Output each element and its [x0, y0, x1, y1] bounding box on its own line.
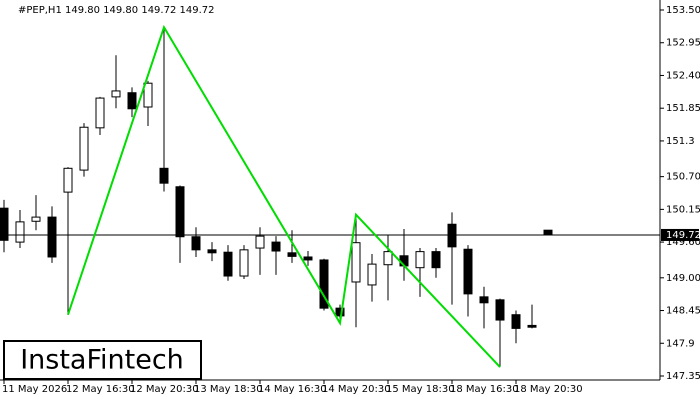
candle-body: [79, 126, 89, 171]
candle-body: [511, 314, 521, 329]
current-price-box: [661, 228, 699, 241]
candle-body: [239, 249, 249, 277]
candle-body: [383, 251, 393, 266]
candle-body: [15, 221, 25, 243]
y-tick-label: 149.00: [666, 273, 700, 284]
x-tick-label: 11 May 2026: [2, 384, 67, 395]
y-tick-label: 147.35: [666, 371, 700, 382]
x-tick-label: 12 May 20:30: [130, 384, 199, 395]
x-tick-label: 14 May 20:30: [322, 384, 391, 395]
candle-body: [543, 229, 553, 236]
pattern-line: [67, 24, 501, 368]
y-tick-label: 150.15: [666, 204, 700, 215]
y-tick-label: 153.50: [666, 5, 700, 16]
candle-body: [175, 186, 185, 238]
brand: InstaFintech: [20, 345, 184, 376]
candle-body: [111, 90, 121, 98]
y-tick-label: 151.85: [666, 103, 700, 114]
candle-body: [95, 97, 105, 129]
candle-body: [159, 167, 169, 184]
candle-body: [303, 256, 313, 261]
current-price-label: 149.72: [666, 230, 700, 241]
chart-title: #PEP,H1 149.80 149.80 149.72 149.72: [18, 5, 215, 16]
candle-body: [31, 216, 41, 222]
candle-body: [479, 296, 489, 304]
candle-body: [271, 241, 281, 252]
candle-body: [255, 235, 265, 249]
candle-body: [63, 167, 73, 193]
y-tick-label: 147.9: [666, 338, 695, 349]
y-tick-label: 148.45: [666, 306, 700, 317]
x-tick-label: 12 May 16:30: [66, 384, 135, 395]
candle-body: [351, 242, 361, 283]
candle-body: [223, 251, 233, 277]
x-tick-label: 18 May 16:30: [450, 384, 519, 395]
brand-box: [3, 340, 202, 380]
candle-body: [319, 259, 329, 309]
y-tick-label: 150.70: [666, 172, 700, 183]
candle-body: [447, 223, 457, 248]
candle-body: [335, 307, 345, 317]
candle-body: [495, 299, 505, 321]
candle-body: [415, 251, 425, 269]
y-tick-label: 152.40: [666, 70, 700, 81]
candle-body: [463, 248, 473, 295]
candle-body: [287, 252, 297, 257]
candle-body: [47, 216, 57, 258]
candle-body: [207, 249, 217, 254]
x-tick-label: 18 May 20:30: [514, 384, 583, 395]
candle-body: [127, 92, 137, 110]
candle-body: [0, 207, 9, 241]
y-tick-label: 152.95: [666, 38, 700, 49]
candle-body: [367, 263, 377, 286]
candle-body: [191, 236, 201, 251]
x-tick-label: 14 May 16:30: [258, 384, 327, 395]
candle-body: [527, 324, 537, 328]
plot: [0, 24, 660, 368]
y-tick-label: 149.60: [666, 237, 700, 248]
candle-body: [431, 251, 441, 269]
y-tick-label: 151.3: [666, 136, 695, 147]
x-tick-label: 15 May 18:30: [386, 384, 455, 395]
x-tick-label: 13 May 18:30: [194, 384, 263, 395]
candle-body: [143, 82, 153, 108]
